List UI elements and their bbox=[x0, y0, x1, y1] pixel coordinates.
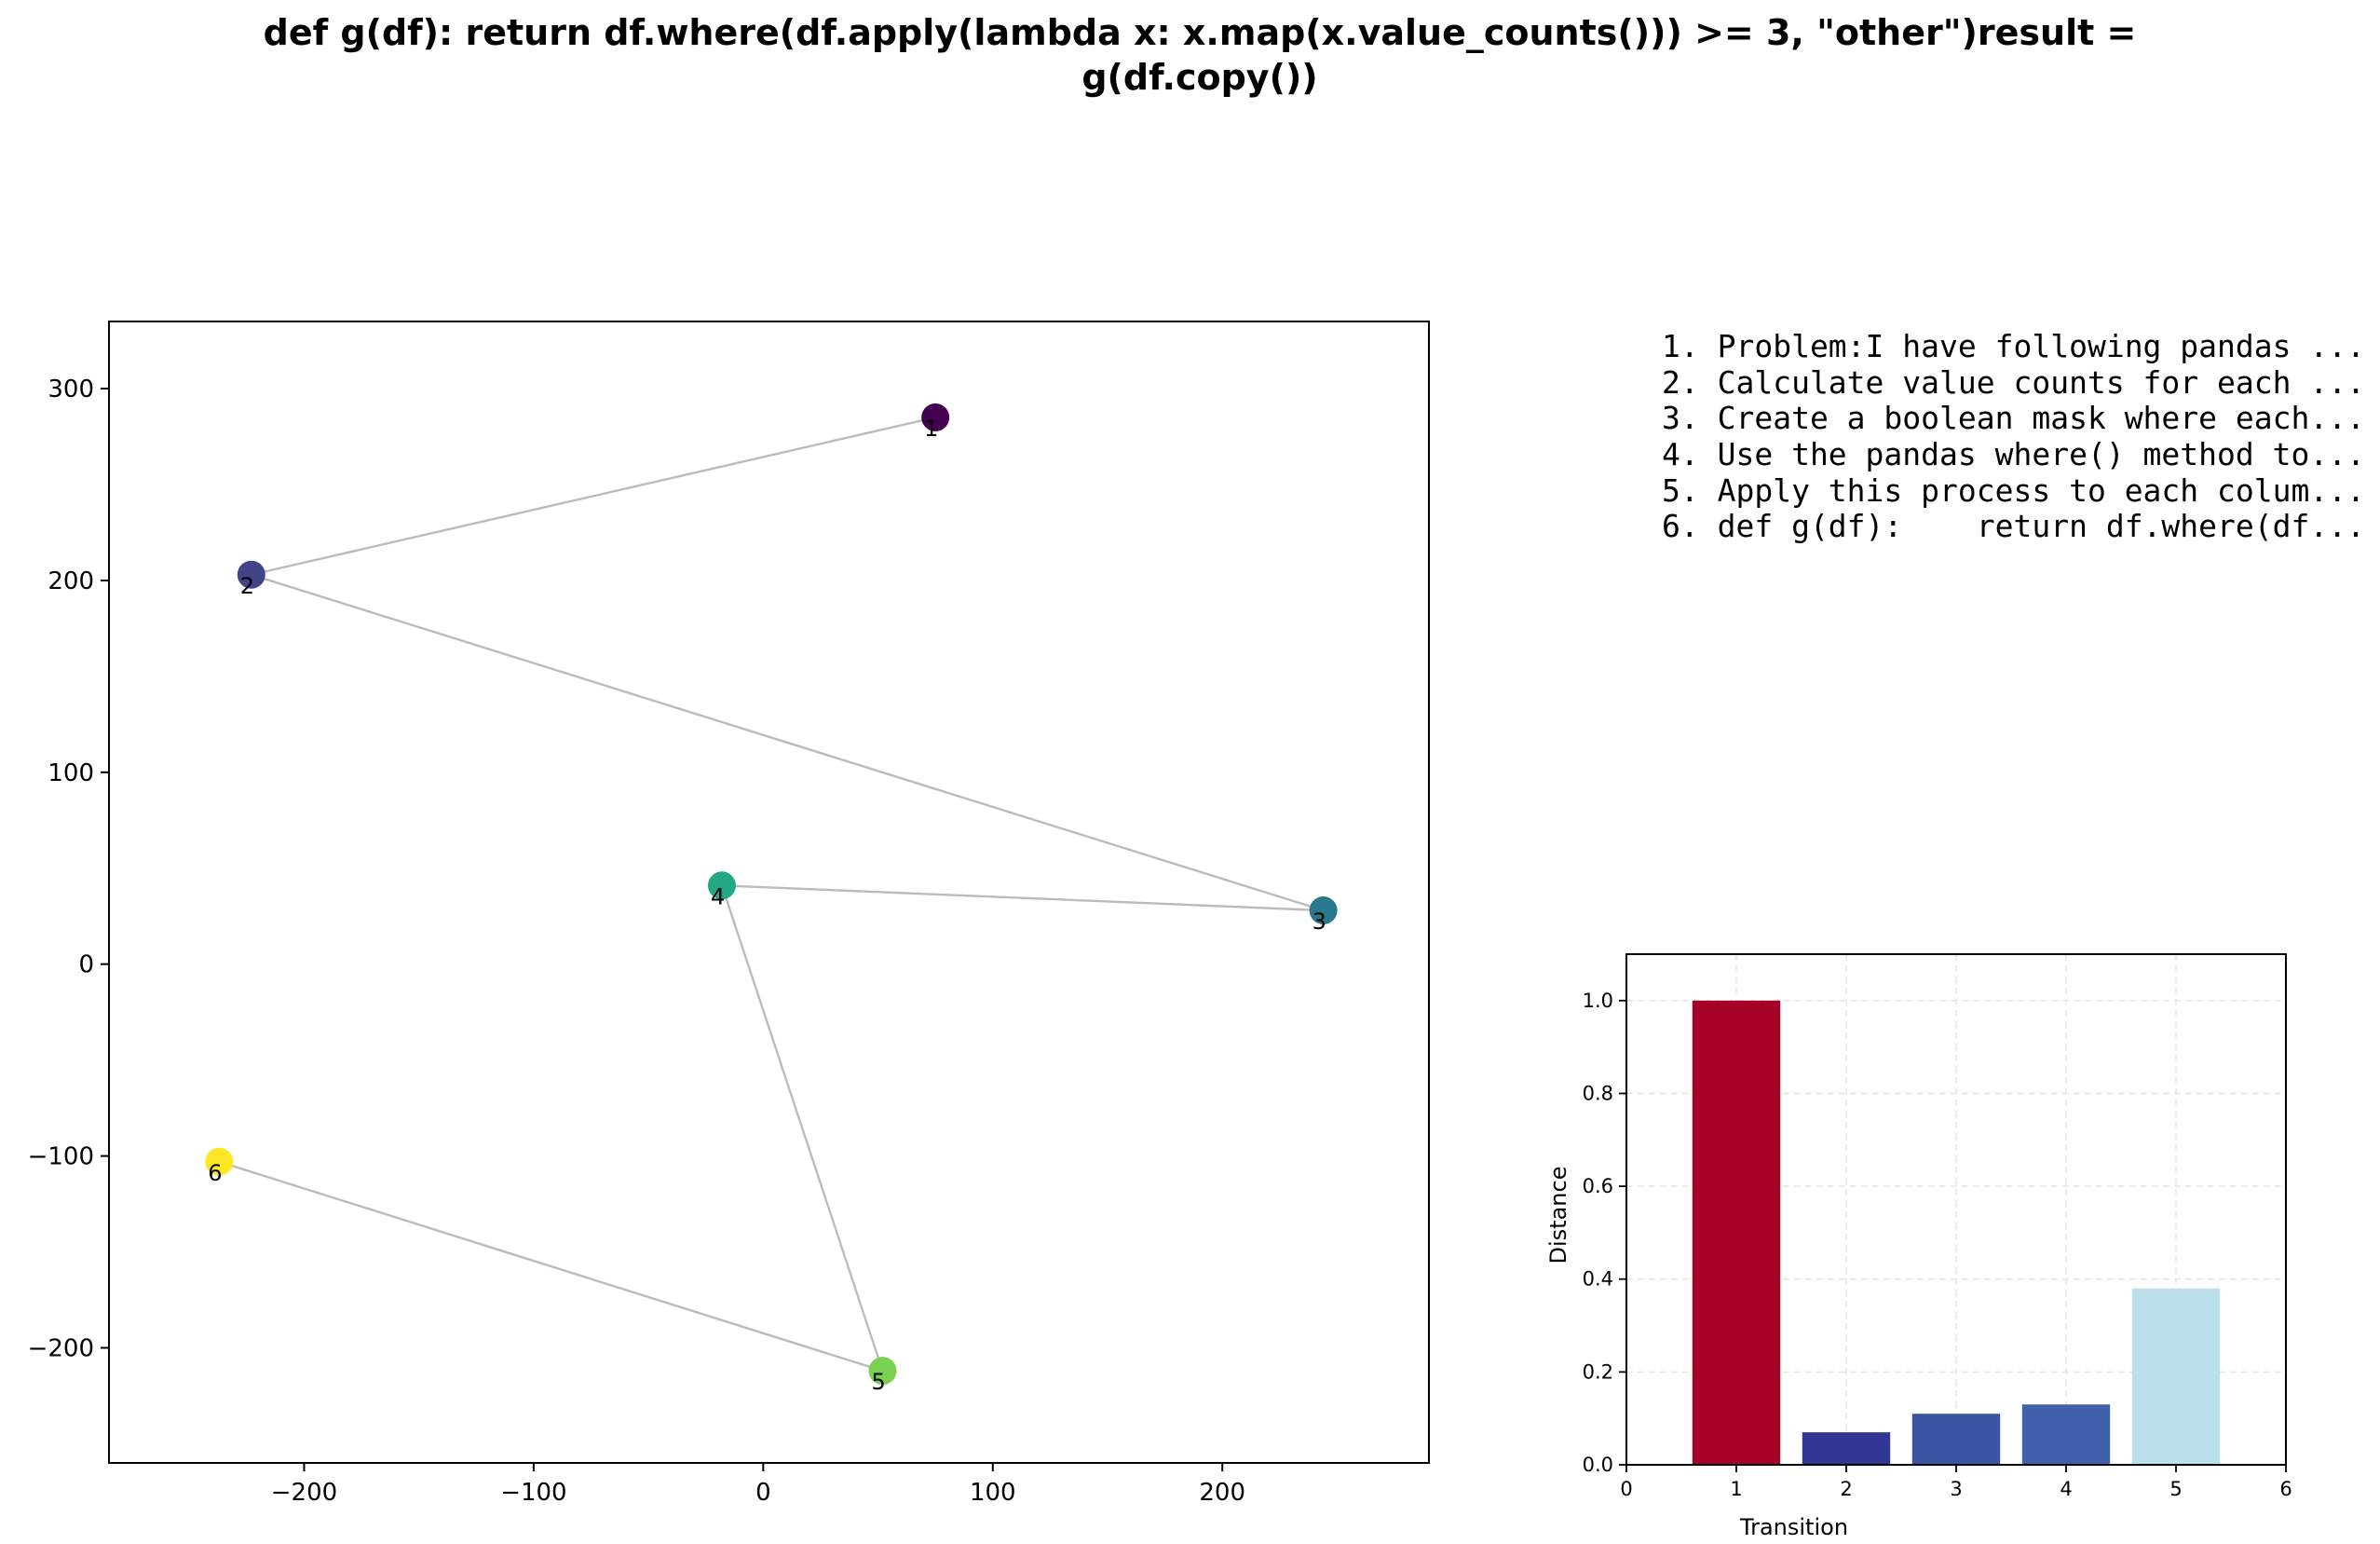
bar-x-tick-label: 5 bbox=[2169, 1478, 2182, 1500]
step-5: 5. Apply this process to each colum... bbox=[1662, 472, 2365, 509]
distance-bar-chart: Transition Distance 0 1 2 3 4 5 6 0.0 0.2 0.4 0.6 0… bbox=[1545, 953, 2292, 1540]
steps-list: 1. Problem:I have following pandas ... 2… bbox=[1662, 328, 2365, 544]
bar-y-tick-label: 0.4 bbox=[1583, 1268, 1613, 1291]
y-tick-label: 300 bbox=[48, 376, 94, 403]
y-tick-label: 200 bbox=[48, 567, 94, 595]
scatter-point-1 bbox=[921, 403, 950, 431]
bar-transition-1 bbox=[1692, 1000, 1781, 1465]
bar-y-tick-label: 0.6 bbox=[1583, 1175, 1613, 1197]
bar-transition-4 bbox=[2021, 1404, 2111, 1465]
bar-x-tick-label: 3 bbox=[1950, 1478, 1962, 1500]
step-4: 4. Use the pandas where() method to... bbox=[1662, 436, 2365, 472]
scatter-point-6 bbox=[205, 1147, 234, 1176]
point-label-6: 6 bbox=[208, 1160, 222, 1186]
y-tick-label: −100 bbox=[28, 1143, 94, 1171]
point-label-1: 1 bbox=[924, 416, 938, 442]
bar-y-tick-label: 0.0 bbox=[1583, 1454, 1613, 1476]
y-tick-label: −200 bbox=[28, 1334, 94, 1362]
bar-x-tick-label: 4 bbox=[2060, 1478, 2072, 1500]
point-label-4: 4 bbox=[711, 883, 725, 909]
scatter-axes-frame bbox=[108, 321, 1430, 1464]
bar-y-tick-label: 1.0 bbox=[1583, 990, 1613, 1012]
bar-transition-5 bbox=[2131, 1288, 2221, 1465]
step-6: 6. def g(df): return df.where(df... bbox=[1662, 508, 2365, 544]
scatter-point-3 bbox=[1309, 896, 1338, 925]
bar-x-tick-label: 0 bbox=[1620, 1478, 1632, 1500]
bar-transition-2 bbox=[1802, 1432, 1891, 1465]
scatter-point-4 bbox=[707, 871, 736, 900]
scatter-point-5 bbox=[868, 1357, 897, 1386]
figure-title-line-2: g(df.copy()) bbox=[1081, 57, 1317, 98]
bar-y-tick-label: 0.8 bbox=[1583, 1082, 1613, 1104]
bar-transition-3 bbox=[1911, 1414, 2001, 1465]
x-tick-label: 100 bbox=[970, 1479, 1016, 1507]
trajectory-segment bbox=[720, 884, 884, 1372]
figure-title-line-1: def g(df): return df.where(df.apply(lamb… bbox=[264, 12, 2137, 53]
bar-xlabel: Transition bbox=[1739, 1514, 1848, 1540]
y-tick-label: 100 bbox=[48, 759, 94, 787]
x-tick-label: 200 bbox=[1199, 1479, 1245, 1507]
point-label-2: 2 bbox=[240, 573, 254, 599]
x-tick-label: −100 bbox=[500, 1479, 566, 1507]
trajectory-segment bbox=[251, 416, 936, 576]
step-1: 1. Problem:I have following pandas ... bbox=[1662, 328, 2365, 364]
scatter-point-2 bbox=[237, 560, 265, 589]
point-label-3: 3 bbox=[1312, 909, 1326, 935]
bar-y-tick-label: 0.2 bbox=[1583, 1360, 1613, 1383]
point-label-5: 5 bbox=[871, 1369, 885, 1395]
scatter-trajectory-plot: 1 2 3 4 5 6 −200 −100 0 100 200 −200 −100 0 100 200 300 bbox=[28, 321, 1430, 1507]
bar-x-tick-label: 6 bbox=[2279, 1478, 2292, 1500]
trajectory-segment bbox=[721, 884, 1324, 912]
bar-x-tick-label: 1 bbox=[1730, 1478, 1742, 1500]
x-tick-label: −200 bbox=[271, 1479, 337, 1507]
bar-x-tick-label: 2 bbox=[1840, 1478, 1852, 1500]
step-2: 2. Calculate value counts for each ... bbox=[1662, 364, 2365, 401]
step-3: 3. Create a boolean mask where each... bbox=[1662, 400, 2365, 436]
trajectory-segment bbox=[218, 1160, 883, 1373]
trajectory-segment bbox=[251, 573, 1324, 912]
y-tick-label: 0 bbox=[78, 951, 94, 979]
x-tick-label: 0 bbox=[755, 1479, 771, 1507]
bar-ylabel: Distance bbox=[1545, 1167, 1571, 1264]
